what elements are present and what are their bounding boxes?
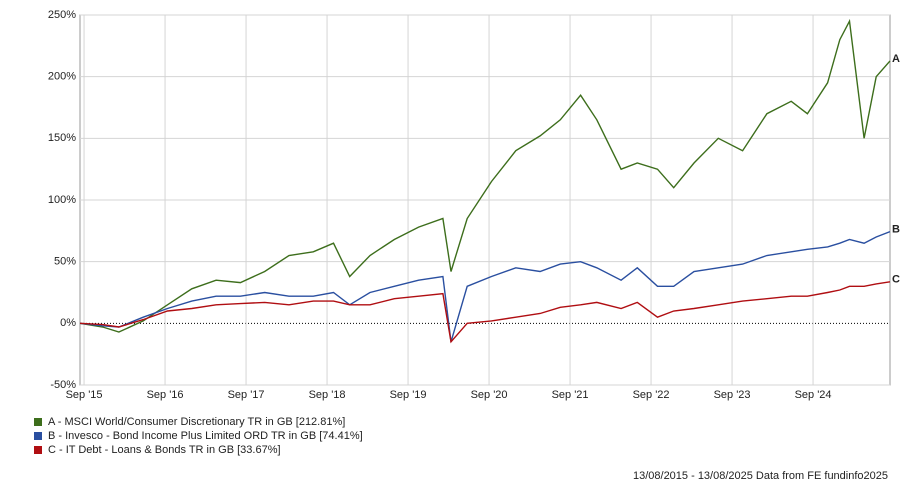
x-tick-label: Sep '22 — [633, 389, 670, 401]
legend-label: A - MSCI World/Consumer Discretionary TR… — [48, 416, 345, 428]
series-line — [79, 18, 891, 333]
end-label: A — [892, 53, 900, 65]
x-tick-label: Sep '23 — [714, 389, 751, 401]
y-tick-label: 150% — [48, 132, 76, 144]
legend-swatch — [34, 432, 42, 440]
y-tick-label: 100% — [48, 194, 76, 206]
x-tick-label: Sep '16 — [147, 389, 184, 401]
x-tick-label: Sep '24 — [795, 389, 832, 401]
legend-label: C - IT Debt - Loans & Bonds TR in GB [33… — [48, 444, 281, 456]
y-tick-label: -50% — [50, 379, 76, 391]
y-tick-label: 200% — [48, 71, 76, 83]
x-tick-label: Sep '19 — [390, 389, 427, 401]
x-tick-label: Sep '21 — [552, 389, 589, 401]
y-tick-label: 50% — [54, 256, 76, 268]
x-tick-label: Sep '18 — [309, 389, 346, 401]
y-tick-label: 0% — [60, 317, 76, 329]
series-line — [79, 281, 891, 344]
end-label: B — [892, 223, 900, 235]
y-tick-label: 250% — [48, 9, 76, 21]
series-line — [79, 230, 891, 342]
legend-swatch — [34, 446, 42, 454]
legend-swatch — [34, 418, 42, 426]
x-tick-label: Sep '17 — [228, 389, 265, 401]
footer: 13/08/2015 - 13/08/2025 Data from FE fun… — [633, 470, 888, 482]
x-tick-label: Sep '20 — [471, 389, 508, 401]
end-label: C — [892, 274, 900, 286]
x-tick-label: Sep '15 — [66, 389, 103, 401]
legend-label: B - Invesco - Bond Income Plus Limited O… — [48, 430, 363, 442]
